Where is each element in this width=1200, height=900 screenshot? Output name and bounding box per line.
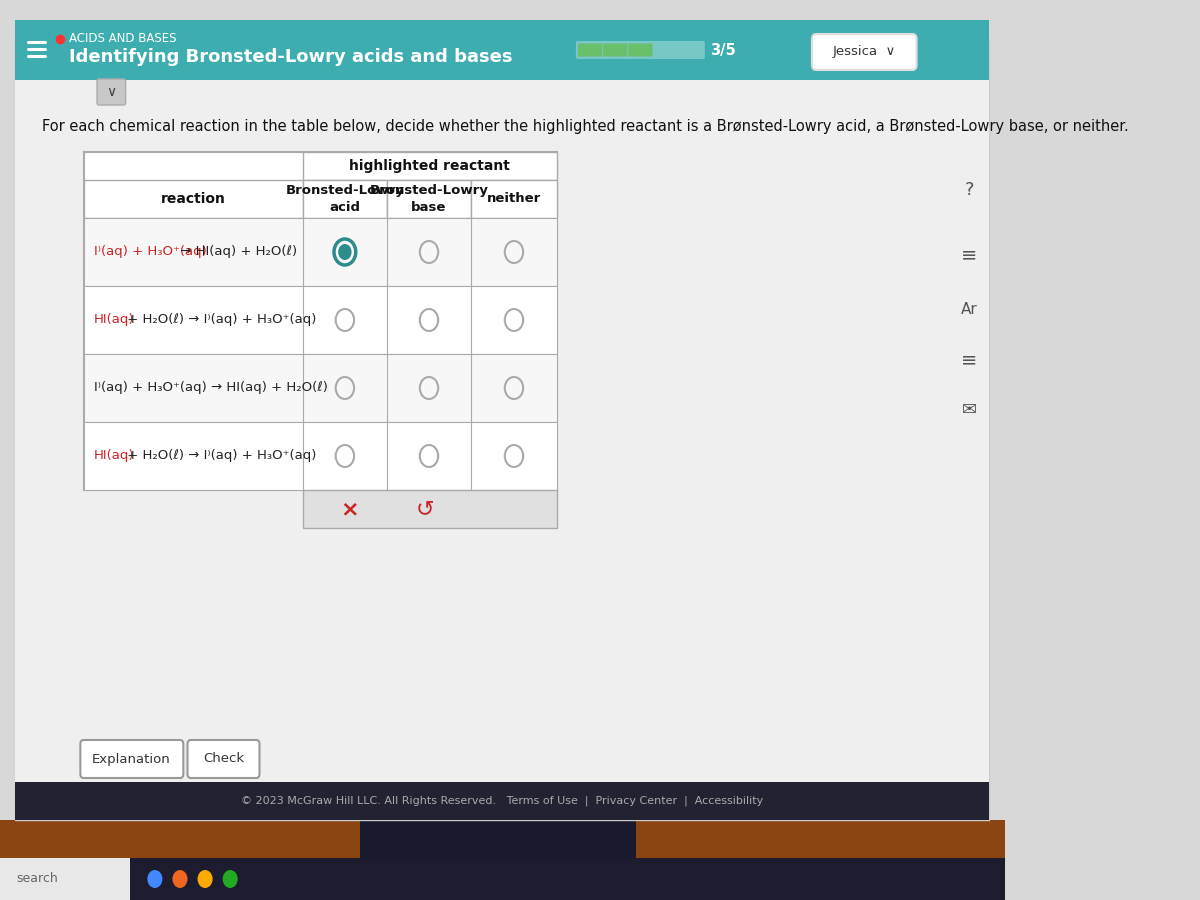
FancyBboxPatch shape bbox=[578, 43, 602, 57]
FancyBboxPatch shape bbox=[304, 490, 557, 528]
FancyBboxPatch shape bbox=[0, 820, 360, 858]
FancyBboxPatch shape bbox=[386, 180, 472, 218]
Text: © 2023 McGraw Hill LLC. All Rights Reserved.   Terms of Use  |  Privacy Center  : © 2023 McGraw Hill LLC. All Rights Reser… bbox=[241, 796, 763, 806]
FancyBboxPatch shape bbox=[472, 180, 557, 218]
FancyBboxPatch shape bbox=[84, 422, 557, 490]
FancyBboxPatch shape bbox=[604, 43, 628, 57]
Text: Bronsted-Lowry
acid: Bronsted-Lowry acid bbox=[286, 184, 404, 214]
FancyBboxPatch shape bbox=[84, 180, 304, 218]
Text: Bronsted-Lowry
base: Bronsted-Lowry base bbox=[370, 184, 488, 214]
FancyBboxPatch shape bbox=[16, 80, 990, 820]
Circle shape bbox=[223, 870, 238, 888]
Text: ≡: ≡ bbox=[961, 246, 978, 265]
FancyBboxPatch shape bbox=[84, 286, 557, 354]
FancyBboxPatch shape bbox=[304, 152, 557, 180]
Text: Ar: Ar bbox=[961, 302, 978, 318]
Circle shape bbox=[148, 870, 162, 888]
Circle shape bbox=[198, 870, 212, 888]
FancyBboxPatch shape bbox=[16, 782, 990, 820]
Text: I⁾(aq) + H₃O⁺(aq) → HI(aq) + H₂O(ℓ): I⁾(aq) + H₃O⁺(aq) → HI(aq) + H₂O(ℓ) bbox=[94, 382, 328, 394]
Text: Jessica  ∨: Jessica ∨ bbox=[832, 46, 895, 58]
FancyBboxPatch shape bbox=[16, 40, 990, 820]
FancyBboxPatch shape bbox=[0, 858, 1004, 900]
FancyBboxPatch shape bbox=[360, 820, 636, 858]
FancyBboxPatch shape bbox=[97, 79, 126, 105]
Text: ↺: ↺ bbox=[415, 499, 434, 519]
Circle shape bbox=[173, 870, 187, 888]
FancyBboxPatch shape bbox=[16, 20, 990, 80]
FancyBboxPatch shape bbox=[80, 740, 184, 778]
Text: reaction: reaction bbox=[161, 192, 226, 206]
Text: ?: ? bbox=[965, 181, 974, 199]
Text: + H₂O(ℓ) → I⁾(aq) + H₃O⁺(aq): + H₂O(ℓ) → I⁾(aq) + H₃O⁺(aq) bbox=[122, 449, 317, 463]
Text: 3/5: 3/5 bbox=[710, 42, 736, 58]
Text: ACIDS AND BASES: ACIDS AND BASES bbox=[68, 32, 176, 46]
Text: HI(aq): HI(aq) bbox=[94, 313, 134, 327]
Text: I⁾(aq) + H₃O⁺(aq): I⁾(aq) + H₃O⁺(aq) bbox=[94, 246, 206, 258]
Text: + H₂O(ℓ) → I⁾(aq) + H₃O⁺(aq): + H₂O(ℓ) → I⁾(aq) + H₃O⁺(aq) bbox=[122, 313, 317, 327]
FancyBboxPatch shape bbox=[84, 152, 557, 490]
Text: → HI(aq) + H₂O(ℓ): → HI(aq) + H₂O(ℓ) bbox=[176, 246, 298, 258]
Text: ∨: ∨ bbox=[107, 85, 116, 99]
FancyBboxPatch shape bbox=[576, 41, 704, 59]
Text: Check: Check bbox=[203, 752, 244, 766]
Circle shape bbox=[338, 244, 352, 260]
Text: HI(aq): HI(aq) bbox=[94, 449, 134, 463]
Text: For each chemical reaction in the table below, decide whether the highlighted re: For each chemical reaction in the table … bbox=[42, 120, 1129, 134]
Text: ✉: ✉ bbox=[961, 401, 977, 419]
Text: highlighted reactant: highlighted reactant bbox=[349, 159, 510, 173]
FancyBboxPatch shape bbox=[812, 34, 917, 70]
Text: search: search bbox=[17, 872, 59, 886]
FancyBboxPatch shape bbox=[187, 740, 259, 778]
FancyBboxPatch shape bbox=[84, 354, 557, 422]
Text: neither: neither bbox=[487, 193, 541, 205]
Text: ≡: ≡ bbox=[961, 350, 978, 370]
Text: ×: × bbox=[340, 499, 359, 519]
Text: Explanation: Explanation bbox=[92, 752, 170, 766]
Text: Identifying Bronsted-Lowry acids and bases: Identifying Bronsted-Lowry acids and bas… bbox=[68, 48, 512, 66]
FancyBboxPatch shape bbox=[0, 858, 130, 900]
FancyBboxPatch shape bbox=[636, 820, 1004, 858]
FancyBboxPatch shape bbox=[84, 218, 557, 286]
FancyBboxPatch shape bbox=[130, 858, 1004, 900]
FancyBboxPatch shape bbox=[304, 180, 386, 218]
FancyBboxPatch shape bbox=[629, 43, 653, 57]
